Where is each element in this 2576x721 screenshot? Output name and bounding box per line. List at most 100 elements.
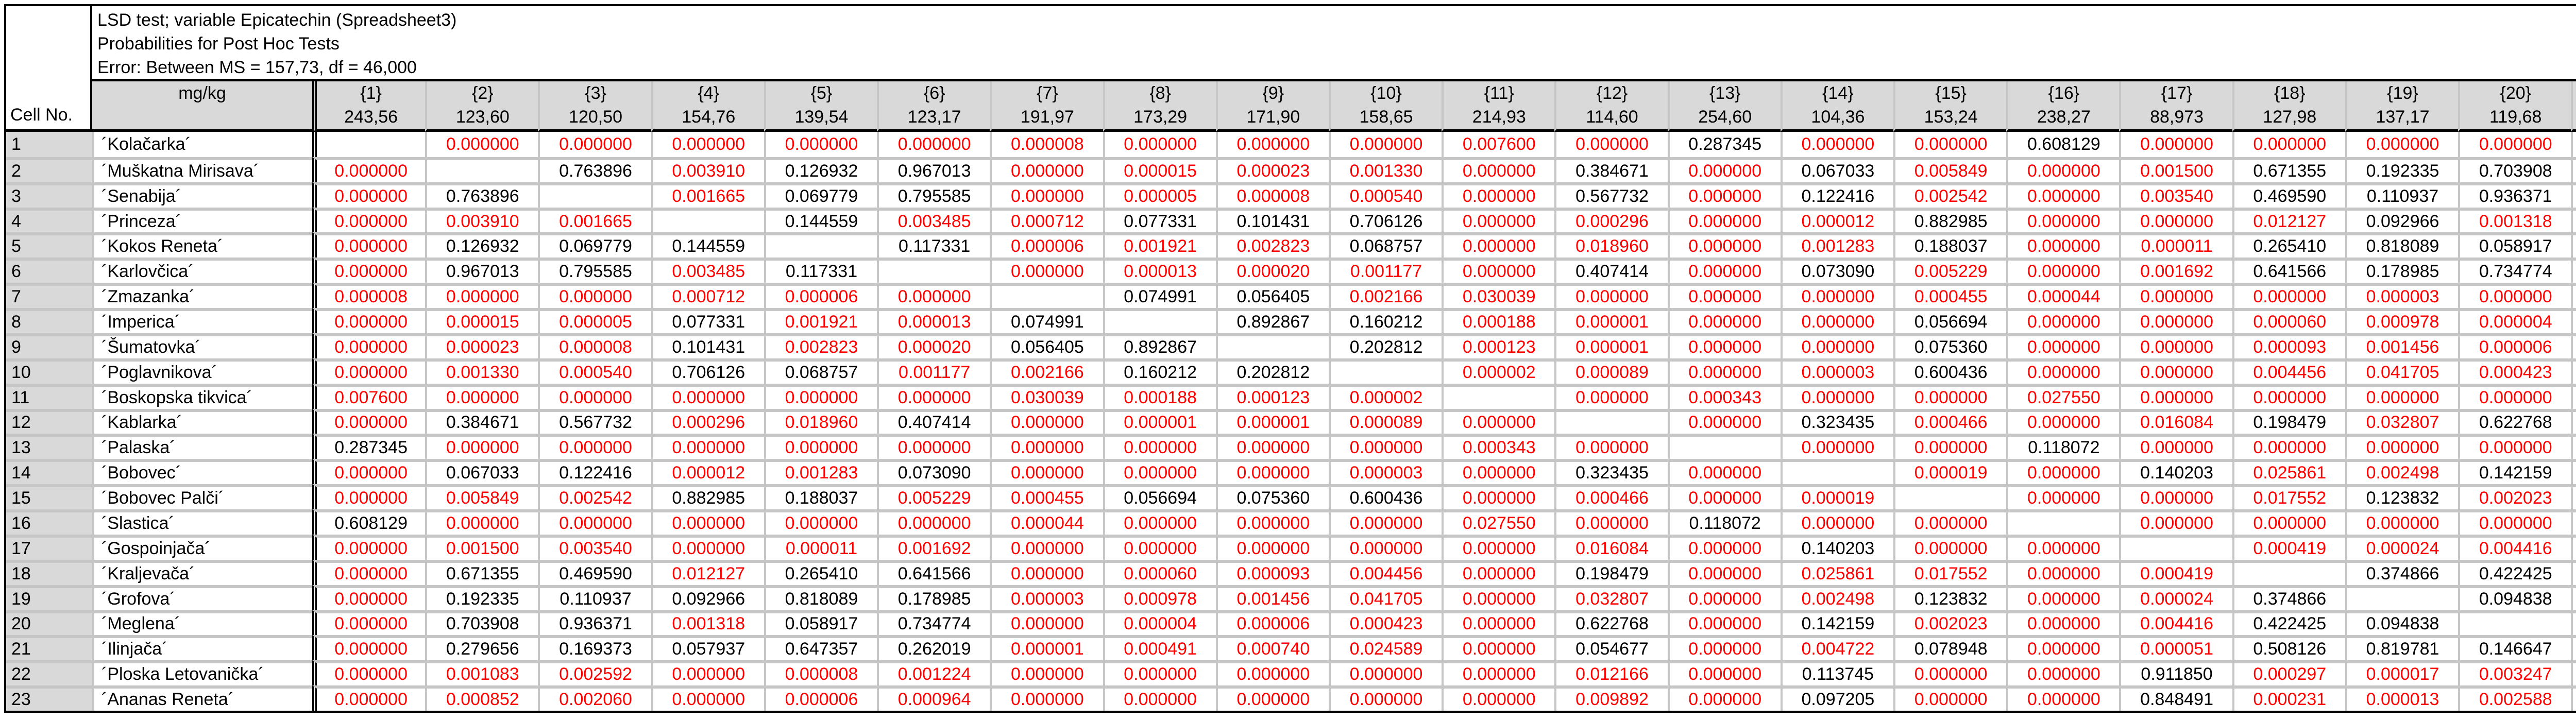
value-cell[interactable]: 0.000123 <box>1442 333 1555 358</box>
row-name-cell[interactable]: ´Zmazanka´ <box>92 283 312 308</box>
row-number-cell[interactable]: 13 <box>6 434 92 459</box>
row-name-cell[interactable]: ´Karlovčica´ <box>92 258 312 283</box>
value-cell[interactable]: 0.000000 <box>1667 534 1781 560</box>
value-cell[interactable]: 0.003540 <box>538 534 651 560</box>
column-header[interactable]: {11} 214,93 <box>1442 81 1555 132</box>
value-cell[interactable]: 0.018960 <box>764 408 877 434</box>
value-cell[interactable]: 0.000000 <box>1667 635 1781 661</box>
value-cell[interactable]: 0.000000 <box>2571 434 2576 459</box>
value-cell[interactable]: 0.001456 <box>2345 333 2459 358</box>
value-cell[interactable]: 0.004416 <box>2458 534 2571 560</box>
value-cell[interactable]: 0.000000 <box>1554 283 1668 308</box>
value-cell[interactable]: 0.000000 <box>990 685 1103 711</box>
value-cell[interactable]: 0.000000 <box>1215 509 1329 535</box>
value-cell[interactable]: 0.000013 <box>1103 258 1216 283</box>
value-cell[interactable]: 0.001283 <box>764 459 877 485</box>
row-name-cell[interactable]: ´Meglena´ <box>92 610 312 636</box>
value-cell[interactable]: 0.000000 <box>877 283 990 308</box>
value-cell[interactable]: 0.422425 <box>2458 559 2571 585</box>
row-name-cell[interactable]: ´Princeza´ <box>92 207 312 233</box>
value-cell[interactable]: 0.025861 <box>2232 459 2345 485</box>
value-cell[interactable]: 0.000000 <box>1667 585 1781 610</box>
value-cell[interactable]: 0.000000 <box>1103 434 1216 459</box>
row-name-cell[interactable]: ´Kolačarka´ <box>92 132 312 157</box>
value-cell[interactable]: 0.007600 <box>1442 132 1555 157</box>
value-cell[interactable]: 0.000000 <box>312 559 426 585</box>
value-cell[interactable]: 0.323435 <box>1554 459 1668 485</box>
value-cell[interactable]: 0.000000 <box>1215 459 1329 485</box>
row-name-cell[interactable]: ´Ananas Reneta´ <box>92 685 312 711</box>
column-header[interactable]: {12} 114,60 <box>1554 81 1668 132</box>
value-cell[interactable]: 0.000000 <box>1442 685 1555 711</box>
value-cell[interactable]: 0.000001 <box>2571 283 2576 308</box>
value-cell[interactable]: 0.000008 <box>990 132 1103 157</box>
value-cell[interactable]: 0.000423 <box>2458 358 2571 384</box>
value-cell[interactable]: 0.000000 <box>1328 685 1442 711</box>
value-cell[interactable]: 0.005229 <box>877 484 990 510</box>
value-cell[interactable]: 0.567732 <box>538 408 651 434</box>
value-cell[interactable]: 0.077331 <box>1103 207 1216 233</box>
value-cell[interactable]: 0.001500 <box>2119 157 2232 182</box>
value-cell[interactable]: 0.144559 <box>651 232 764 258</box>
value-cell[interactable]: 0.000000 <box>1554 132 1668 157</box>
value-cell[interactable]: 0.936371 <box>538 610 651 636</box>
column-header[interactable]: {2} 123,60 <box>425 81 538 132</box>
value-cell[interactable]: 0.002588 <box>2458 685 2571 711</box>
value-cell[interactable]: 0.000000 <box>1215 534 1329 560</box>
row-name-cell[interactable]: ´Muškatna Mirisava´ <box>92 157 312 182</box>
value-cell[interactable]: 0.000000 <box>1893 685 2007 711</box>
value-cell[interactable]: 0.000000 <box>1554 383 1668 409</box>
value-cell[interactable]: 0.384671 <box>1554 157 1668 182</box>
value-cell[interactable]: 0.000712 <box>990 207 1103 233</box>
value-cell[interactable]: 0.000000 <box>2119 484 2232 510</box>
value-cell[interactable]: 0.000712 <box>651 283 764 308</box>
value-cell[interactable]: 0.074991 <box>990 308 1103 333</box>
value-cell[interactable]: 0.936371 <box>2458 182 2571 208</box>
value-cell[interactable]: 0.002542 <box>538 484 651 510</box>
value-cell[interactable]: 0.146647 <box>2571 610 2576 636</box>
value-cell[interactable]: 0.056405 <box>990 333 1103 358</box>
value-cell[interactable]: 0.000000 <box>2006 308 2120 333</box>
value-cell[interactable]: 0.000000 <box>538 283 651 308</box>
value-cell[interactable]: 0.000000 <box>764 434 877 459</box>
value-cell[interactable]: 0.000455 <box>990 484 1103 510</box>
value-cell[interactable]: 0.004722 <box>1780 635 1894 661</box>
value-cell[interactable]: 0.001330 <box>1328 157 1442 182</box>
value-cell[interactable]: 0.384671 <box>425 408 538 434</box>
value-cell[interactable]: 0.000000 <box>990 559 1103 585</box>
value-cell[interactable]: 0.882985 <box>651 484 764 510</box>
value-cell[interactable]: 0.819781 <box>2571 585 2576 610</box>
value-cell[interactable]: 0.005849 <box>425 484 538 510</box>
value-cell[interactable]: 0.000093 <box>1215 559 1329 585</box>
value-cell[interactable]: 0.000491 <box>2571 308 2576 333</box>
value-cell[interactable]: 0.508126 <box>2571 559 2576 585</box>
value-cell[interactable]: 0.000000 <box>990 157 1103 182</box>
value-cell[interactable] <box>651 207 764 233</box>
value-cell[interactable]: 0.123832 <box>1893 585 2007 610</box>
value-cell[interactable]: 0.287345 <box>1667 132 1781 157</box>
row-number-cell[interactable]: 20 <box>6 610 92 636</box>
row-name-cell[interactable]: ´Grofova´ <box>92 585 312 610</box>
value-cell[interactable]: 0.032807 <box>1554 585 1668 610</box>
column-header-mgkg[interactable]: mg/kg <box>92 81 312 132</box>
value-cell[interactable]: 0.000000 <box>651 383 764 409</box>
value-cell[interactable]: 0.000000 <box>2119 132 2232 157</box>
row-name-cell[interactable]: ´Ilinjača´ <box>92 635 312 661</box>
row-name-cell[interactable]: ´Imperica´ <box>92 308 312 333</box>
value-cell[interactable]: 0.000015 <box>1103 157 1216 182</box>
value-cell[interactable]: 0.000027 <box>2571 685 2576 711</box>
value-cell[interactable]: 0.622768 <box>1554 610 1668 636</box>
value-cell[interactable]: 0.000000 <box>1103 132 1216 157</box>
value-cell[interactable]: 0.017552 <box>1893 559 2007 585</box>
value-cell[interactable]: 0.000000 <box>764 383 877 409</box>
value-cell[interactable]: 0.000000 <box>877 434 990 459</box>
value-cell[interactable]: 0.000001 <box>1103 408 1216 434</box>
value-cell[interactable]: 0.056694 <box>1103 484 1216 510</box>
value-cell[interactable]: 0.000093 <box>2232 333 2345 358</box>
value-cell[interactable]: 0.000000 <box>1667 232 1781 258</box>
value-cell[interactable]: 0.000000 <box>764 132 877 157</box>
value-cell[interactable]: 0.000000 <box>2006 408 2120 434</box>
row-number-cell[interactable]: 21 <box>6 635 92 661</box>
value-cell[interactable]: 0.000964 <box>877 685 990 711</box>
row-number-cell[interactable]: 11 <box>6 383 92 409</box>
